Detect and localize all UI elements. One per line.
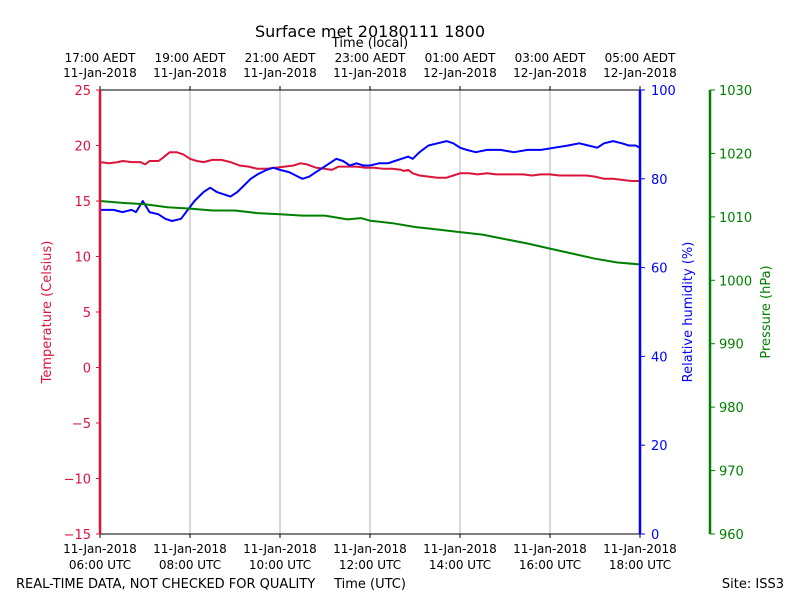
x-tick-label-local-time: 03:00 AEDT: [515, 51, 586, 65]
x-tick-label-local-time: 19:00 AEDT: [155, 51, 226, 65]
pressure-tick-label: 990: [719, 338, 744, 353]
x-tick-label-utc-date: 11-Jan-2018: [153, 542, 227, 556]
humidity-axis-label: Relative humidity (%): [681, 242, 696, 383]
temperature-tick-label: 15: [74, 195, 91, 210]
x-tick-label-utc-date: 11-Jan-2018: [63, 542, 137, 556]
x-tick-label-local-date: 12-Jan-2018: [423, 66, 497, 80]
humidity-tick-label: 80: [651, 173, 668, 188]
pressure-line: [99, 200, 641, 266]
temperature-axis-label: Temperature (Celsius): [40, 241, 55, 385]
temperature-line: [99, 151, 640, 182]
temperature-tick-label: −10: [64, 473, 91, 488]
temperature-tick-label: 10: [74, 251, 91, 266]
temperature-axis: 25 20 15 10 5 0 −5 −10 −15: [64, 84, 102, 543]
x-axis-label: Time (UTC): [333, 577, 406, 592]
data-series: [99, 140, 641, 266]
x-tick-label-utc-date: 11-Jan-2018: [423, 542, 497, 556]
top-axis-label: Time (local): [331, 36, 408, 51]
x-tick-label-utc-time: 10:00 UTC: [249, 558, 311, 572]
pressure-axis-label: Pressure (hPa): [759, 265, 774, 358]
x-tick-label-local-date: 11-Jan-2018: [333, 66, 407, 80]
x-tick-label-utc-time: 06:00 UTC: [69, 558, 131, 572]
x-tick-label-utc-time: 16:00 UTC: [519, 558, 581, 572]
x-tick-label-utc-time: 12:00 UTC: [339, 558, 401, 572]
x-tick-label-local-time: 21:00 AEDT: [245, 51, 316, 65]
x-tick-label-utc-time: 14:00 UTC: [429, 558, 491, 572]
x-tick-label-utc-date: 11-Jan-2018: [603, 542, 677, 556]
x-tick-label-local-date: 12-Jan-2018: [513, 66, 587, 80]
gridlines: [189, 90, 551, 534]
x-axis-utc: 11-Jan-2018 06:00 UTC 11-Jan-2018 08:00 UTC…: [63, 534, 677, 572]
x-tick-label-utc-date: 11-Jan-2018: [243, 542, 317, 556]
temperature-tick-label: 0: [83, 362, 91, 377]
x-tick-label-local-time: 17:00 AEDT: [65, 51, 136, 65]
x-tick-label-local-date: 11-Jan-2018: [243, 66, 317, 80]
x-tick-label-local-date: 12-Jan-2018: [603, 66, 677, 80]
temperature-tick-label: −5: [72, 417, 91, 432]
temperature-tick-label: 20: [74, 140, 91, 155]
x-tick-label-utc-date: 11-Jan-2018: [513, 542, 587, 556]
pressure-tick-label: 1000: [719, 274, 752, 289]
x-tick-label-local-time: 05:00 AEDT: [605, 51, 676, 65]
humidity-tick-label: 100: [651, 84, 676, 99]
pressure-tick-label: 970: [719, 465, 744, 480]
x-tick-label-utc-time: 18:00 UTC: [609, 558, 671, 572]
quality-disclaimer: REAL-TIME DATA, NOT CHECKED FOR QUALITY: [16, 577, 315, 592]
site-label: Site: ISS3: [722, 577, 784, 592]
pressure-tick-label: 1020: [719, 147, 752, 162]
pressure-tick-label: 1030: [719, 84, 752, 99]
pressure-tick-label: 1010: [719, 211, 752, 226]
x-tick-label-utc-time: 08:00 UTC: [159, 558, 221, 572]
x-tick-label-local-date: 11-Jan-2018: [153, 66, 227, 80]
x-tick-label-local-date: 11-Jan-2018: [63, 66, 137, 80]
pressure-tick-label: 960: [719, 528, 744, 543]
x-tick-label-local-time: 01:00 AEDT: [425, 51, 496, 65]
x-tick-label-local-time: 23:00 AEDT: [335, 51, 406, 65]
x-tick-label-utc-date: 11-Jan-2018: [333, 542, 407, 556]
temperature-tick-label: 5: [83, 306, 91, 321]
temperature-tick-label: 25: [74, 84, 91, 99]
humidity-tick-label: 60: [651, 262, 668, 277]
humidity-tick-label: 20: [651, 439, 668, 454]
humidity-axis: 0 20 40 60 80 100: [638, 84, 676, 543]
chart-title: Surface met 20180111 1800: [255, 22, 485, 41]
pressure-tick-label: 980: [719, 401, 744, 416]
humidity-tick-label: 0: [651, 528, 659, 543]
temperature-tick-label: −15: [64, 528, 91, 543]
humidity-tick-label: 40: [651, 350, 668, 365]
pressure-axis: 960 970 980 990 1000 1010 1020 1030: [708, 84, 752, 543]
